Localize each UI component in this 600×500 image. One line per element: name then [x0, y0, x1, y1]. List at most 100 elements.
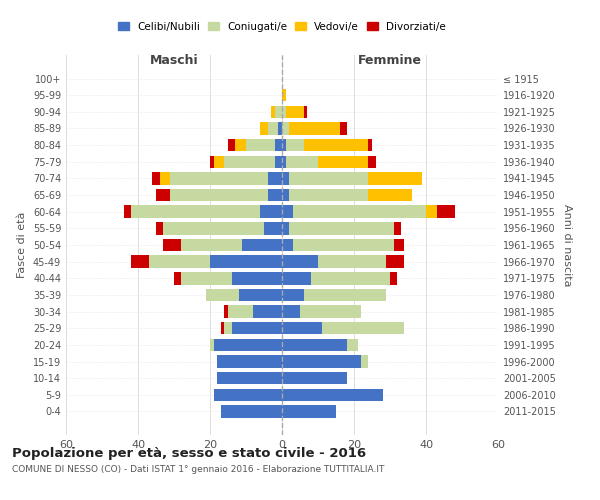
Bar	[264, 222, 282, 234]
Bar	[152, 172, 160, 184]
Bar	[394, 222, 401, 234]
Bar	[282, 322, 322, 334]
Bar	[253, 306, 282, 318]
Bar	[210, 338, 214, 351]
Bar	[426, 206, 437, 218]
Bar	[268, 189, 282, 202]
Bar	[293, 206, 426, 218]
Bar	[221, 405, 282, 417]
Bar	[286, 156, 318, 168]
Bar	[304, 106, 307, 118]
Bar	[210, 256, 282, 268]
Bar	[318, 156, 368, 168]
Bar	[214, 338, 282, 351]
Text: Femmine: Femmine	[358, 54, 422, 67]
Bar	[347, 338, 358, 351]
Bar	[163, 239, 181, 251]
Text: Maschi: Maschi	[149, 54, 199, 67]
Bar	[282, 239, 293, 251]
Bar	[368, 156, 376, 168]
Bar	[304, 139, 368, 151]
Bar	[318, 256, 386, 268]
Bar	[282, 89, 286, 102]
Bar	[246, 139, 275, 151]
Bar	[260, 206, 282, 218]
Bar	[286, 106, 304, 118]
Bar	[282, 172, 289, 184]
Bar	[170, 172, 268, 184]
Bar	[282, 256, 318, 268]
Bar	[282, 405, 336, 417]
Bar	[282, 122, 289, 134]
Bar	[232, 322, 282, 334]
Bar	[278, 122, 282, 134]
Bar	[361, 356, 368, 368]
Bar	[275, 156, 282, 168]
Bar	[235, 139, 246, 151]
Bar	[221, 322, 224, 334]
Bar	[394, 239, 404, 251]
Text: COMUNE DI NESSO (CO) - Dati ISTAT 1° gennaio 2016 - Elaborazione TUTTITALIA.IT: COMUNE DI NESSO (CO) - Dati ISTAT 1° gen…	[12, 466, 385, 474]
Bar	[289, 222, 394, 234]
Bar	[131, 256, 149, 268]
Bar	[149, 256, 210, 268]
Bar	[217, 356, 282, 368]
Bar	[160, 172, 170, 184]
Bar	[224, 156, 275, 168]
Bar	[289, 122, 340, 134]
Bar	[170, 189, 268, 202]
Bar	[282, 139, 286, 151]
Bar	[282, 106, 286, 118]
Bar	[282, 272, 311, 284]
Bar	[282, 206, 293, 218]
Bar	[286, 139, 304, 151]
Bar	[304, 288, 386, 301]
Bar	[124, 206, 131, 218]
Bar	[368, 139, 372, 151]
Bar	[282, 356, 361, 368]
Bar	[268, 172, 282, 184]
Bar	[282, 306, 300, 318]
Bar	[437, 206, 455, 218]
Bar	[289, 189, 368, 202]
Bar	[282, 388, 383, 401]
Bar	[368, 189, 412, 202]
Bar	[156, 189, 170, 202]
Bar	[322, 322, 404, 334]
Bar	[340, 122, 347, 134]
Bar	[239, 288, 282, 301]
Bar	[214, 388, 282, 401]
Bar	[228, 139, 235, 151]
Bar	[224, 306, 228, 318]
Bar	[275, 106, 282, 118]
Bar	[300, 306, 361, 318]
Bar	[210, 156, 214, 168]
Bar	[228, 306, 253, 318]
Bar	[224, 322, 232, 334]
Bar	[311, 272, 390, 284]
Bar	[271, 106, 275, 118]
Bar	[232, 272, 282, 284]
Bar	[268, 122, 278, 134]
Bar	[282, 338, 347, 351]
Bar	[282, 156, 286, 168]
Bar	[260, 122, 268, 134]
Bar	[289, 172, 368, 184]
Text: Popolazione per età, sesso e stato civile - 2016: Popolazione per età, sesso e stato civil…	[12, 448, 366, 460]
Bar	[275, 139, 282, 151]
Bar	[206, 288, 239, 301]
Bar	[181, 239, 242, 251]
Y-axis label: Anni di nascita: Anni di nascita	[562, 204, 572, 286]
Y-axis label: Fasce di età: Fasce di età	[17, 212, 27, 278]
Bar	[174, 272, 181, 284]
Bar	[282, 222, 289, 234]
Bar	[293, 239, 394, 251]
Bar	[156, 222, 163, 234]
Bar	[131, 206, 260, 218]
Bar	[217, 372, 282, 384]
Bar	[181, 272, 232, 284]
Bar	[390, 272, 397, 284]
Bar	[214, 156, 224, 168]
Legend: Celibi/Nubili, Coniugati/e, Vedovi/e, Divorziati/e: Celibi/Nubili, Coniugati/e, Vedovi/e, Di…	[115, 18, 449, 34]
Bar	[282, 372, 347, 384]
